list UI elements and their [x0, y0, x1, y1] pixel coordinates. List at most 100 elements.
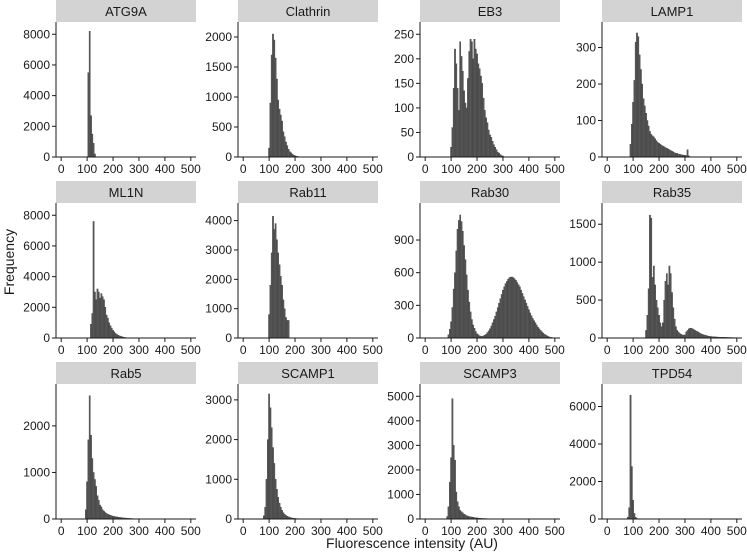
histogram-bar [634, 41, 637, 158]
histogram-bar [667, 148, 669, 158]
x-tick-label: 0 [240, 343, 247, 357]
panel-strip [602, 362, 742, 384]
y-tick-label: 4000 [387, 414, 414, 428]
histogram-bar [279, 114, 282, 158]
histogram-bar [455, 250, 458, 339]
histogram-bar [452, 88, 455, 158]
y-tick-label: 2000 [23, 300, 50, 314]
x-tick-label: 100 [441, 162, 461, 176]
x-tick-label: 300 [129, 343, 149, 357]
y-tick-label: 0 [589, 150, 596, 164]
x-tick-label: 300 [675, 343, 695, 357]
histogram-bar [458, 110, 460, 158]
histogram-bar [645, 113, 647, 158]
histogram-bar [494, 147, 497, 158]
histogram-bar [107, 514, 109, 520]
x-tick-label: 200 [649, 162, 669, 176]
histogram-bar [537, 326, 539, 339]
histogram-bar [543, 333, 546, 339]
histogram-bar [270, 252, 273, 339]
histogram-bar [637, 36, 640, 158]
histogram-bar [471, 41, 473, 158]
y-tick-label: 1000 [23, 465, 50, 479]
histogram-bar [660, 326, 663, 339]
panel-title: EB3 [478, 4, 503, 19]
histogram-bar [450, 321, 452, 339]
histogram-bar [281, 510, 283, 520]
histogram-bar [667, 284, 669, 339]
histogram-bar [496, 307, 499, 339]
histogram-bar [474, 48, 477, 158]
histogram-bar [456, 501, 459, 520]
histogram-bar [272, 216, 274, 339]
histogram-bar [656, 307, 659, 339]
x-tick-label: 400 [337, 162, 357, 176]
histogram-bar [113, 331, 116, 339]
histogram-bar [95, 299, 98, 339]
histogram-bar [287, 320, 290, 339]
x-tick-label: 500 [727, 343, 747, 357]
histogram-panel: Clathrin 0 500 1000 1500 2000 0 100 200 300 400 500 [205, 0, 383, 176]
histogram-bar [92, 472, 95, 520]
y-tick-label: 3000 [205, 243, 232, 257]
histogram-bar [273, 229, 276, 339]
histogram-bar [502, 289, 504, 339]
histogram-bar [515, 280, 517, 339]
histogram-bar [651, 277, 654, 339]
y-tick-label: 1000 [205, 90, 232, 104]
histogram-bar [269, 284, 272, 339]
y-tick-label: 1000 [205, 472, 232, 486]
x-tick-label: 100 [623, 162, 643, 176]
histogram-bar [451, 398, 454, 520]
x-tick-label: 400 [701, 343, 721, 357]
histogram-bar [90, 115, 92, 158]
histogram-bar [511, 276, 513, 339]
histogram-bar [464, 514, 467, 520]
y-tick-label: 6000 [569, 400, 596, 414]
x-tick-label: 500 [545, 162, 565, 176]
histogram-bar [654, 284, 656, 339]
histogram-panel: Rab5 0 1000 2000 0 100 200 300 400 500 [23, 362, 201, 538]
histogram-bar [672, 151, 675, 158]
histogram-bar [483, 110, 486, 158]
histogram-bar [282, 131, 285, 158]
histogram-bar [283, 514, 286, 520]
histogram-bar [673, 318, 676, 339]
histogram-bar [468, 301, 471, 339]
histogram-bar [534, 322, 537, 339]
histogram-bar [480, 75, 482, 158]
histogram-bar [467, 78, 469, 158]
histogram-bar [451, 127, 454, 158]
x-tick-label: 400 [701, 162, 721, 176]
histogram-bar [96, 495, 99, 520]
histogram-bar [495, 149, 498, 158]
histogram-bar [285, 515, 287, 520]
x-tick-label: 300 [129, 524, 149, 538]
panel-title: Rab5 [110, 366, 141, 381]
histogram-bar [101, 509, 104, 520]
histogram-bar [677, 331, 680, 339]
histogram-bar [460, 511, 463, 520]
panel-strip [602, 0, 742, 22]
histogram-bar [277, 252, 280, 339]
histogram-bar [664, 280, 667, 339]
histogram-bar [460, 56, 463, 158]
y-tick-label: 2000 [205, 30, 232, 44]
histogram-bar [526, 306, 529, 339]
histogram-bar [646, 315, 649, 339]
histogram-bar [274, 57, 277, 158]
histogram-bar [678, 333, 681, 339]
histogram-bar [265, 479, 268, 520]
x-tick-label: 200 [649, 343, 669, 357]
x-tick-label: 400 [155, 524, 175, 538]
histogram-panel: Rab11 0 1000 2000 3000 4000 0 100 200 300 400 500 [205, 181, 383, 357]
y-tick-label: 200 [576, 77, 596, 91]
histogram-bar [530, 315, 533, 339]
x-tick-label: 300 [311, 162, 331, 176]
histogram-bar [503, 286, 506, 339]
histogram-bar [90, 435, 92, 520]
x-tick-label: 200 [103, 524, 123, 538]
histogram-bar [518, 286, 521, 339]
x-tick-label: 0 [604, 524, 611, 538]
histogram-bar [100, 506, 103, 520]
